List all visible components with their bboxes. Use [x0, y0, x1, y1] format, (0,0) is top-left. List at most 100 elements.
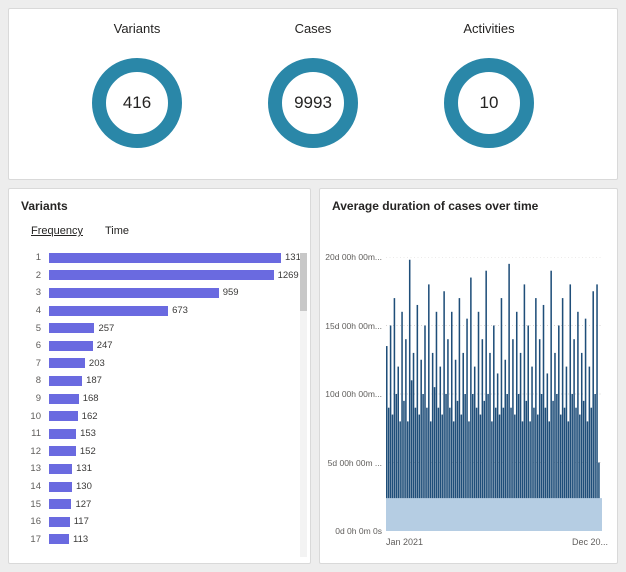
variants-panel-title: Variants — [21, 199, 68, 213]
variant-row[interactable]: 12 152 — [21, 443, 310, 461]
y-tick-label: 5d 00h 00m ... — [327, 457, 382, 468]
variant-rank: 1 — [35, 252, 41, 264]
kpi-variants: Variants 416 — [77, 21, 197, 179]
y-tick-label: 10d 00h 00m... — [325, 389, 382, 399]
kpi-activities-value: 10 — [479, 93, 499, 112]
y-tick-label: 0d 0h 0m 0s — [335, 526, 382, 536]
variant-rank: 8 — [35, 375, 41, 387]
variant-row[interactable]: 15 127 — [21, 495, 310, 513]
variant-row[interactable]: 17 113 — [21, 531, 310, 549]
kpi-activities-label: Activities — [463, 21, 515, 36]
variant-value: 247 — [96, 340, 113, 352]
variant-rank: 9 — [35, 393, 41, 405]
duration-panel: Average duration of cases over time 20d … — [319, 188, 618, 564]
variant-bar[interactable] — [49, 411, 78, 422]
variants-scrollbar-thumb[interactable] — [300, 253, 307, 311]
variant-value: 117 — [73, 516, 89, 528]
kpi-cases: Cases 9993 — [253, 21, 373, 179]
kpi-cases-label: Cases — [294, 21, 332, 36]
variant-row[interactable]: 6 247 — [21, 337, 310, 355]
variant-bar[interactable] — [49, 340, 93, 351]
variant-row[interactable]: 8 187 — [21, 372, 310, 390]
kpi-variants-value: 416 — [122, 93, 152, 112]
variant-rank: 13 — [30, 463, 41, 475]
variants-rows: 1 1311 2 1269 3 959 4 673 5 257 6 247 7 203 8 187 9 168 10… — [21, 249, 310, 548]
kpi-activities-donut[interactable]: 10 — [444, 58, 534, 148]
kpi-activities: Activities 10 — [429, 21, 549, 179]
variant-bar[interactable] — [49, 270, 274, 281]
duration-plot[interactable] — [386, 257, 602, 531]
variant-rank: 3 — [35, 287, 41, 299]
variant-rank: 11 — [31, 428, 41, 440]
variant-value: 130 — [76, 481, 92, 493]
y-tick-label: 20d 00h 00m... — [325, 252, 382, 262]
variant-row[interactable]: 9 168 — [21, 390, 310, 408]
duration-xlabels: Jan 2021 Dec 20... — [386, 537, 608, 547]
variant-row[interactable]: 2 1269 — [21, 267, 310, 285]
variant-value: 1311 — [285, 252, 306, 264]
variant-bar[interactable] — [49, 305, 169, 316]
variants-tabs: Frequency Time — [31, 225, 310, 237]
variant-value: 673 — [172, 305, 188, 317]
variant-bar[interactable] — [49, 499, 72, 510]
variant-bar[interactable] — [49, 375, 83, 386]
variant-rank: 10 — [30, 410, 41, 422]
duration-ylabels: 20d 00h 00m... 15d 00h 00m... 10d 00h 00m.… — [324, 252, 382, 536]
kpi-panel: Variants 416 Cases 9993 Activities 10 — [8, 8, 618, 180]
variant-row[interactable]: 14 130 — [21, 478, 310, 496]
variant-value: 162 — [81, 410, 98, 422]
x-label-start: Jan 2021 — [386, 537, 424, 547]
variant-rank: 17 — [30, 533, 41, 545]
variant-rank: 7 — [35, 357, 41, 369]
variant-row[interactable]: 1 1311 — [21, 249, 310, 267]
variant-row[interactable]: 3 959 — [21, 284, 310, 302]
variant-bar[interactable] — [49, 428, 77, 439]
variants-panel: Variants Frequency Time 1 1311 2 1269 3 959 4 6… — [8, 188, 311, 564]
kpi-variants-label: Variants — [113, 21, 161, 36]
variant-value: 152 — [79, 445, 96, 457]
variant-row[interactable]: 4 673 — [21, 302, 310, 320]
variant-bar[interactable] — [49, 463, 73, 474]
variant-bar[interactable] — [49, 323, 95, 334]
variant-row[interactable]: 10 162 — [21, 407, 310, 425]
variant-rank: 16 — [30, 516, 41, 528]
kpi-variants-donut[interactable]: 416 — [92, 58, 182, 148]
x-label-end: Dec 20... — [571, 537, 608, 547]
variant-value: 127 — [75, 498, 92, 510]
variant-value: 1269 — [277, 269, 299, 281]
tab-frequency[interactable]: Frequency — [31, 225, 83, 237]
variant-bar[interactable] — [49, 287, 219, 298]
variant-row[interactable]: 5 257 — [21, 319, 310, 337]
variant-rank: 4 — [35, 305, 41, 317]
variant-bar[interactable] — [49, 446, 76, 457]
variant-value: 257 — [98, 322, 115, 334]
variant-row[interactable]: 11 153 — [21, 425, 310, 443]
variants-scrollbar[interactable] — [300, 253, 307, 557]
duration-panel-title: Average duration of cases over time — [332, 199, 539, 213]
variant-value: 168 — [82, 393, 99, 405]
variant-bar[interactable] — [49, 481, 72, 492]
variant-value: 959 — [222, 287, 239, 299]
variant-value: 131 — [76, 463, 93, 475]
y-tick-label: 15d 00h 00m... — [325, 320, 382, 331]
variant-rank: 5 — [35, 322, 41, 334]
variant-rank: 2 — [35, 269, 41, 281]
variant-rank: 6 — [35, 340, 41, 352]
variant-value: 203 — [88, 357, 105, 369]
kpi-cases-value: 9993 — [294, 93, 332, 112]
variant-row[interactable]: 16 117 — [21, 513, 310, 531]
variant-row[interactable]: 7 203 — [21, 355, 310, 373]
variant-bar[interactable] — [49, 252, 281, 263]
variant-value: 153 — [80, 428, 96, 440]
variant-bar[interactable] — [49, 534, 69, 545]
variant-bar[interactable] — [49, 393, 79, 404]
variant-value: 187 — [86, 375, 102, 387]
variant-rank: 14 — [30, 481, 41, 493]
kpi-cases-donut[interactable]: 9993 — [268, 58, 358, 148]
variant-bar[interactable] — [49, 516, 70, 527]
variant-bar[interactable] — [49, 358, 85, 369]
variant-rank: 12 — [30, 445, 41, 457]
tab-time[interactable]: Time — [104, 225, 130, 237]
variant-rank: 15 — [30, 498, 41, 510]
variant-row[interactable]: 13 131 — [21, 460, 310, 478]
